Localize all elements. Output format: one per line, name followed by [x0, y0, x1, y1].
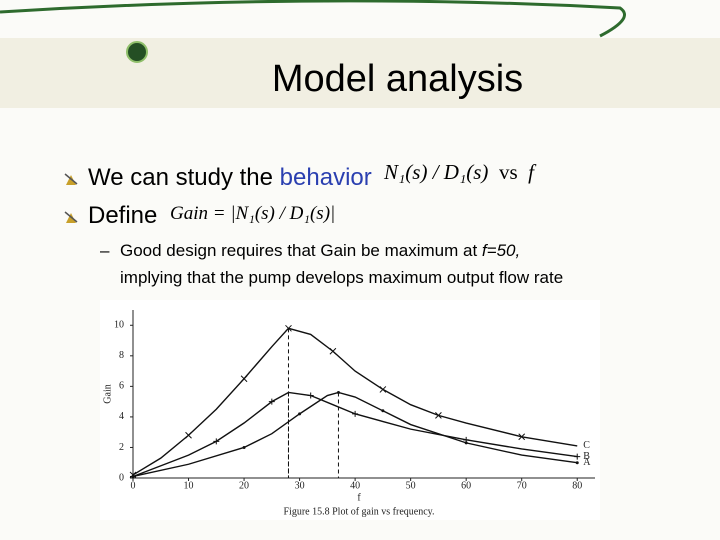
- marker: [575, 461, 579, 465]
- marker: [213, 438, 220, 445]
- figure-bg: [100, 300, 600, 520]
- curve-label: A: [583, 457, 591, 468]
- marker: [240, 375, 248, 383]
- marker: [285, 324, 292, 332]
- formula-expr: N₁(s) / D₁(s): [384, 160, 489, 184]
- bullet-text: Define: [88, 202, 158, 229]
- formula-vs: vs: [498, 160, 518, 184]
- bullet: We can study the behavior: [88, 164, 372, 192]
- sub-bullet: Good design requires that Gain be maximu…: [120, 241, 520, 261]
- curve-label: C: [583, 440, 590, 451]
- marker: [131, 474, 135, 478]
- dash: –: [100, 241, 110, 260]
- y-tick-label: 8: [119, 350, 124, 361]
- y-tick-label: 4: [119, 411, 124, 422]
- y-tick-label: 2: [119, 442, 124, 453]
- marker: [518, 433, 526, 441]
- formula: N₁(s) / D₁(s) vs f: [384, 160, 534, 185]
- sub-text: Good design requires that Gain be maximu…: [120, 241, 478, 260]
- y-tick-label: 10: [114, 320, 124, 331]
- curve-label: B: [583, 451, 590, 462]
- marker: [464, 441, 468, 445]
- sub-text: implying that the pump develops maximum …: [120, 268, 564, 287]
- y-tick-label: 6: [119, 381, 124, 392]
- caption: Figure 15.8 Plot of gain vs frequency.: [284, 506, 435, 517]
- x-tick-label: 10: [184, 480, 194, 491]
- marker: [329, 347, 337, 355]
- slide-title: Model analysis: [271, 58, 524, 100]
- decor-arc: [0, 0, 626, 38]
- marker: [242, 445, 246, 449]
- y-tick-label: 0: [119, 472, 124, 483]
- marker: [268, 398, 275, 405]
- marker: [307, 392, 314, 399]
- marker: [336, 390, 340, 394]
- figure: 0 2 4 6 8 10 0 10 20 30 40 50 60 70 80 f Gain Figure 15.8…: [100, 300, 600, 520]
- formula-var: f: [528, 160, 534, 184]
- x-tick-label: 0: [131, 480, 136, 491]
- bullet-icon: [64, 211, 78, 223]
- marker: [352, 410, 359, 417]
- y-axis-label: Gain: [102, 384, 113, 403]
- marker: [381, 409, 385, 413]
- x-tick-label: 50: [406, 480, 416, 491]
- curve: [132, 327, 578, 476]
- x-tick-label: 20: [239, 480, 249, 491]
- bullet-icon: [64, 173, 78, 185]
- x-tick-label: 80: [572, 480, 582, 491]
- x-tick-label: 40: [350, 480, 360, 491]
- emphasis: f=50,: [481, 241, 521, 260]
- marker: [379, 386, 387, 393]
- decor-ball: [126, 41, 148, 63]
- x-axis-label: f: [357, 492, 361, 503]
- formula: Gain = |N₁(s) / D₁(s)|: [170, 203, 336, 224]
- highlight: behavior: [279, 164, 372, 191]
- bullet-text: We can study the: [88, 164, 273, 191]
- marker: [298, 412, 302, 416]
- marker: [574, 453, 581, 460]
- title-band: [0, 38, 720, 108]
- x-tick-label: 30: [295, 480, 305, 491]
- marker: [435, 412, 442, 419]
- marker: [185, 431, 192, 439]
- x-tick-label: 70: [517, 480, 527, 491]
- x-tick-label: 60: [461, 480, 471, 491]
